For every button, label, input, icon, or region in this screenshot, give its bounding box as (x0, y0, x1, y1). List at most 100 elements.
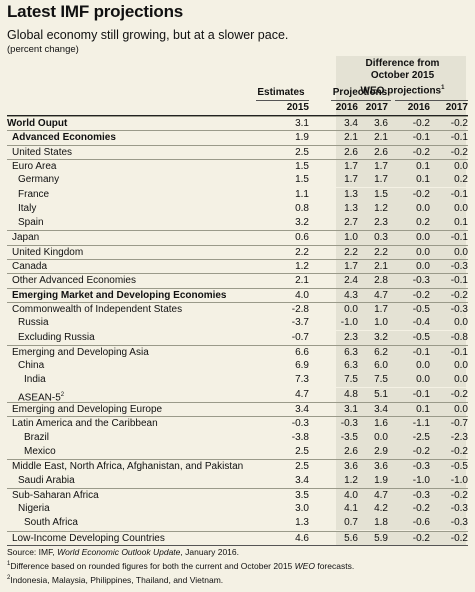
difference-cell-shade (336, 403, 466, 417)
table-row: South Africa 1.3 0.7 1.8 -0.6 -0.3 (7, 516, 468, 531)
difference-2017-cell: -1.0 (450, 474, 468, 486)
projection-2016-cell: 2.4 (344, 275, 358, 287)
projection-2017-cell: 1.7 (374, 303, 388, 315)
projection-2016-cell: 1.2 (344, 474, 358, 486)
estimate-2015-cell: 4.0 (295, 289, 309, 301)
difference-2017-cell: 0.1 (454, 217, 468, 229)
projection-2016-cell: -3.5 (340, 431, 358, 443)
projection-2016-cell: 2.6 (344, 445, 358, 457)
estimate-2015-cell: -0.3 (291, 418, 309, 430)
row-label: India (24, 374, 46, 386)
difference-cell-shade (336, 288, 466, 303)
difference-2016-cell: -1.0 (412, 474, 430, 486)
estimate-2015-cell: -3.8 (291, 431, 309, 443)
projection-2017-cell: 2.1 (374, 261, 388, 272)
difference-cell-shade (336, 201, 466, 216)
projection-2016-cell: 3.1 (344, 404, 358, 415)
difference-2017-cell: 0.0 (454, 317, 468, 329)
difference-2017-cell: -0.2 (450, 445, 468, 457)
table-row: Low-Income Developing Countries 4.6 5.6 5.9… (7, 530, 468, 546)
row-label: China (18, 360, 45, 372)
row-label: Canada (12, 261, 48, 272)
difference-cell-shade (336, 145, 466, 160)
difference-2017-cell: -0.2 (450, 118, 468, 129)
row-label: Mexico (24, 445, 56, 457)
table-row: Latin America and the Caribbean -0.3 -0.3 1… (7, 416, 468, 432)
projection-2016-cell: 0.7 (344, 517, 358, 529)
row-label: Brazil (24, 431, 50, 443)
difference-2017-cell: -0.7 (450, 418, 468, 430)
projection-2017-cell: 2.9 (374, 445, 388, 457)
difference-cell-shade (336, 359, 466, 374)
difference-2016-cell: 0.1 (416, 160, 430, 172)
projection-2016-cell: 6.3 (344, 346, 358, 358)
table-row: Emerging Market and Developing Economies… (7, 287, 468, 303)
projection-2017-cell: 4.7 (374, 289, 388, 301)
difference-cell-shade (336, 387, 466, 402)
table-row: Japan 0.6 1.0 0.3 0.0 -0.1 (7, 230, 468, 246)
projections-rule (331, 100, 391, 101)
difference-2016-cell: -0.2 (412, 146, 430, 158)
estimate-2015-cell: 6.6 (295, 346, 309, 358)
difference-cell-shade (336, 430, 466, 445)
difference-cell-shade (336, 516, 466, 531)
projection-2016-cell: 4.8 (344, 388, 358, 400)
row-label: ASEAN-52 (18, 391, 65, 404)
difference-2016-cell: -0.2 (412, 532, 430, 544)
row-label: Advanced Economies (12, 132, 116, 144)
estimate-2015-cell: 7.3 (295, 374, 309, 386)
projection-2016-cell: 2.1 (344, 132, 358, 144)
table-row: Excluding Russia -0.7 2.3 3.2 -0.5 -0.8 (7, 330, 468, 345)
difference-2017-cell: -0.1 (450, 188, 468, 200)
row-label: Germany (18, 174, 60, 186)
estimate-2015-cell: -3.7 (291, 317, 309, 329)
row-label: Japan (12, 232, 40, 244)
projection-2017-cell: 5.9 (374, 532, 388, 544)
table-row: Mexico 2.5 2.6 2.9 -0.2 -0.2 (7, 444, 468, 459)
projection-2016-cell: 2.7 (344, 217, 358, 229)
projection-2017-cell: 3.2 (374, 331, 388, 343)
difference-cell-shade (336, 245, 466, 260)
difference-cell-shade (336, 460, 466, 475)
difference-2017-cell: 0.0 (454, 404, 468, 415)
row-label: Emerging and Developing Europe (12, 404, 163, 415)
difference-cell-shade (336, 502, 466, 517)
projection-2016-cell: 4.0 (344, 489, 358, 501)
estimates-header: Estimates (257, 87, 305, 98)
estimate-2015-cell: -2.8 (291, 303, 309, 315)
difference-cell-shade (336, 131, 466, 146)
difference-2017-cell: -0.1 (450, 132, 468, 144)
estimate-2015-cell: 2.5 (295, 146, 309, 158)
row-label: Excluding Russia (18, 331, 95, 343)
difference-cell-shade (336, 159, 466, 174)
subtitle: Global economy still growing, but at a s… (7, 28, 289, 42)
estimate-2015-cell: 3.4 (295, 404, 309, 415)
table-row: Other Advanced Economies 2.1 2.4 2.8 -0.3 -0.… (7, 273, 468, 289)
estimate-2015-cell: 4.6 (295, 532, 309, 544)
difference-2016-cell: -0.3 (412, 461, 430, 473)
difference-2017-cell: -0.1 (450, 346, 468, 358)
row-label: Euro Area (12, 160, 57, 172)
estimate-2015-cell: 1.5 (295, 174, 309, 186)
table-row: ASEAN-52 4.7 4.8 5.1 -0.1 -0.2 (7, 387, 468, 404)
projections-header: Projections (332, 87, 388, 98)
difference-2016-cell: -1.1 (412, 418, 430, 430)
difference-2017-cell: 0.0 (454, 246, 468, 258)
estimate-2015-cell: -0.7 (291, 331, 309, 343)
year-difference-2016: 2016 (407, 102, 430, 113)
difference-cell-shade (336, 444, 466, 459)
projection-2016-cell: 1.3 (344, 202, 358, 214)
projection-2017-cell: 2.1 (374, 132, 388, 144)
difference-2017-cell: -0.2 (450, 388, 468, 400)
row-label: Commonwealth of Independent States (12, 303, 183, 315)
projection-2017-cell: 2.6 (374, 146, 388, 158)
row-label: Nigeria (18, 503, 50, 515)
difference-2016-cell: -0.5 (412, 303, 430, 315)
difference-2017-cell: -2.3 (450, 431, 468, 443)
projection-2017-cell: 1.0 (374, 317, 388, 329)
projection-2017-cell: 6.2 (374, 346, 388, 358)
estimate-2015-cell: 3.0 (295, 503, 309, 515)
row-label: Latin America and the Caribbean (12, 418, 158, 430)
source-note: Source: IMF, World Economic Outlook Upda… (7, 547, 239, 557)
projection-2017-cell: 1.5 (374, 188, 388, 200)
